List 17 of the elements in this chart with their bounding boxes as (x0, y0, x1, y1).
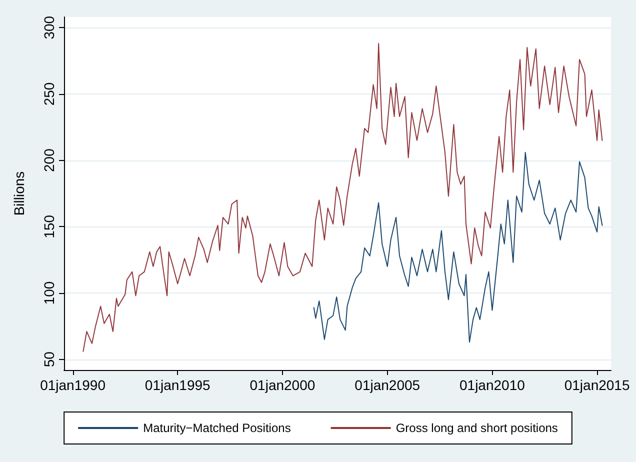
x-tick-label: 01jan1995 (144, 377, 211, 393)
x-tick-label: 01jan2010 (460, 377, 526, 393)
line-series (82, 43, 603, 352)
line-series (313, 152, 603, 343)
legend-label: Gross long and short positions (396, 421, 558, 435)
y-tick-label: 200 (41, 148, 57, 172)
y-axis-title: Billions (11, 171, 27, 216)
x-tick-label: 01jan2015 (564, 377, 630, 393)
y-tick-label: 250 (41, 82, 57, 106)
x-tick-label: 01jan2000 (250, 377, 316, 393)
legend-label: Maturity−Matched Positions (143, 421, 291, 435)
y-tick-label: 150 (41, 214, 57, 238)
x-tick-label: 01jan2005 (354, 377, 420, 393)
y-tick-label: 300 (41, 16, 57, 40)
y-tick-label: 50 (41, 351, 57, 368)
x-tick-label: 01jan1990 (40, 377, 106, 393)
y-tick-label: 100 (41, 281, 57, 305)
